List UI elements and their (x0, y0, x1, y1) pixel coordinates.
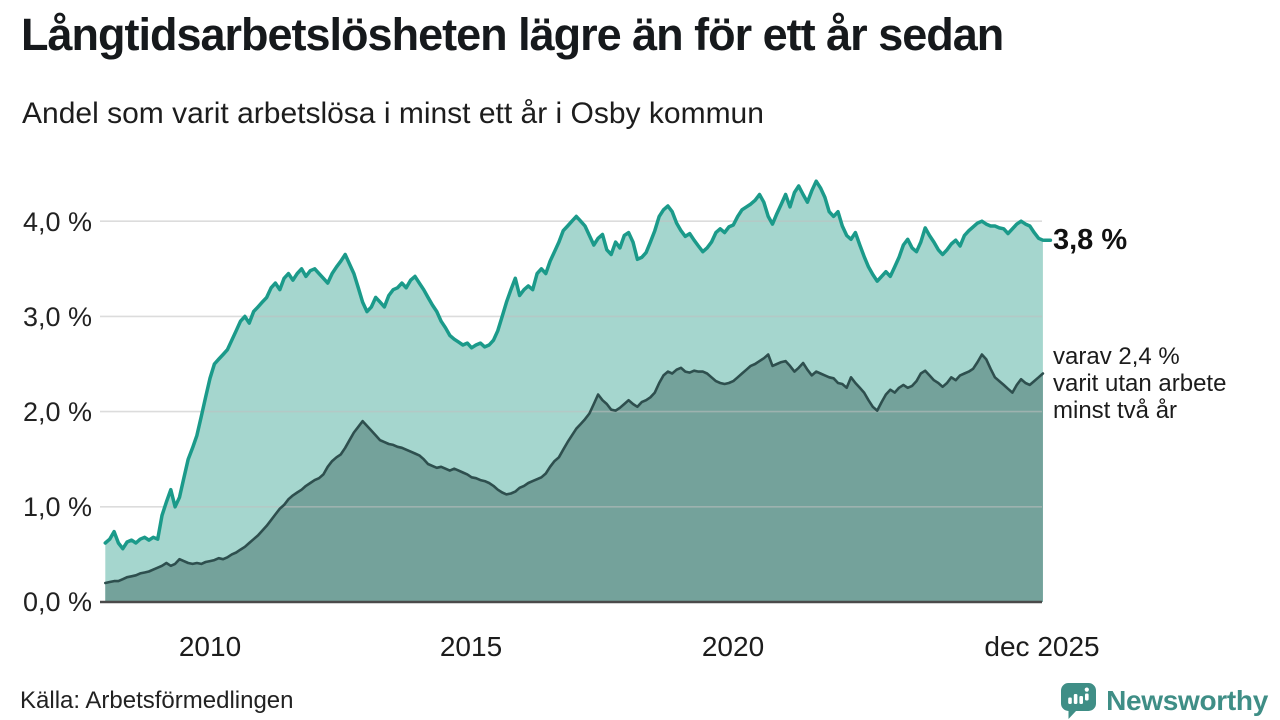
page-title: Långtidsarbetslösheten lägre än för ett … (21, 9, 1004, 60)
x-tick-2010: 2010 (178, 631, 242, 662)
source-note: Källa: Arbetsförmedlingen (20, 687, 294, 714)
y-tick-1: 1,0 % (22, 492, 92, 522)
newsworthy-logo-icon (1061, 683, 1097, 719)
line-two-year (104, 353, 1045, 585)
x-tick-2020: 2020 (701, 631, 765, 662)
end-label-one-year: 3,8 % (1053, 224, 1128, 256)
y-tick-3: 3,0 % (22, 302, 92, 332)
end-label-two-year-line3: minst två år (1053, 397, 1178, 424)
newsworthy-logo-text: Newsworthy (1106, 685, 1268, 716)
line-one-year (103, 179, 1045, 551)
end-label-two-year-line1: varav 2,4 % (1053, 343, 1180, 370)
y-tick-0: 0,0 % (22, 587, 92, 617)
y-tick-2: 2,0 % (22, 397, 92, 427)
end-label-two-year: varav 2,4 % varit utan arbete minst två … (1053, 343, 1278, 424)
x-tick-dec-2025: dec 2025 (984, 631, 1100, 662)
area-two-year (105, 354, 1043, 602)
end-label-two-year-line2: varit utan arbete (1053, 370, 1227, 397)
page-subtitle: Andel som varit arbetslösa i minst ett å… (22, 97, 764, 130)
y-tick-4: 4,0 % (22, 207, 92, 237)
newsworthy-logo: Newsworthy (1060, 682, 1268, 720)
x-tick-2015: 2015 (439, 631, 503, 662)
